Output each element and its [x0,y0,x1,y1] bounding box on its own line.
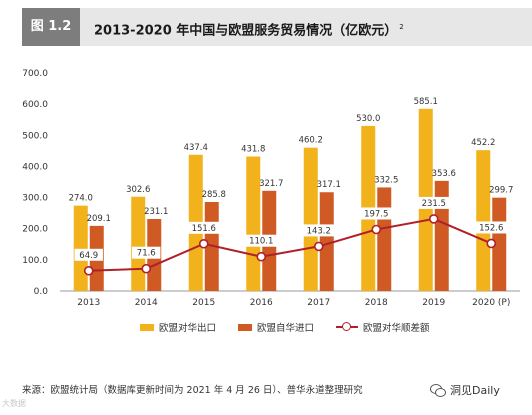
bar-import [319,192,334,291]
legend-swatch-export [140,323,154,331]
x-tick-label: 2019 [422,298,445,308]
point-surplus [83,265,94,276]
bar-export [246,156,261,291]
bar-export [476,150,491,291]
x-tick-label: 2015 [192,298,215,308]
data-label-export: 452.2 [471,138,495,148]
data-label-import: 332.5 [374,175,398,185]
figure-header: 图 1.2 2013-2020 年中国与欧盟服务贸易情况（亿欧元） 2 [22,8,532,46]
data-label-export: 530.0 [356,114,380,124]
data-label-import: 299.7 [489,186,513,196]
point-surplus [256,251,267,262]
data-label-export: 437.4 [184,143,208,153]
y-tick-label: 0.0 [34,287,49,297]
legend-swatch-surplus [336,322,359,332]
point-surplus [486,238,497,249]
figure-badge: 图 1.2 [22,8,80,46]
wechat-icon [430,383,446,397]
title-footnote-mark: 2 [399,23,404,31]
legend-item-import: 欧盟自华进口 [238,320,314,334]
data-label-surplus: 151.6 [192,224,216,234]
data-label-bg-surplus [244,234,279,247]
data-label-surplus: 64.9 [79,251,98,261]
legend-label-surplus: 欧盟对华顺差额 [363,323,430,334]
data-label-import: 321.7 [259,179,283,189]
y-tick-label: 200.0 [22,225,48,235]
data-label-import: 209.1 [87,214,111,224]
point-surplus [313,241,324,252]
watermark-text: 大数据 [2,399,26,408]
data-label-surplus: 71.6 [137,249,156,259]
data-label-import: 285.8 [202,190,226,200]
x-tick-label: 2016 [250,298,273,308]
data-label-bg-surplus [416,196,451,209]
chart-canvas: 0.0 100.0 200.0 300.0 400.0 500.0 600.0 700.0 27… [22,69,520,308]
legend-label-import: 欧盟自华进口 [257,323,315,334]
data-label-export: 274.0 [69,194,93,204]
chart-legend: 欧盟对华出口 欧盟自华进口 欧盟对华顺差额 [140,320,430,334]
x-tick-label: 2017 [307,298,330,308]
data-label-surplus: 197.5 [364,209,388,219]
point-surplus [428,214,439,224]
bar-import [492,197,507,291]
data-label-bg-surplus [132,246,161,259]
y-tick-label: 400.0 [22,162,48,172]
chart-title-text: 2013-2020 年中国与欧盟服务贸易情况（亿欧元） [94,23,398,39]
data-label-export: 431.8 [241,145,265,155]
bar-export [303,147,318,291]
x-tick-label: 2013 [77,298,100,308]
data-label-surplus: 143.2 [307,226,331,236]
account-tag: 洞见Daily [430,382,500,398]
legend-label-export: 欧盟对华出口 [159,323,217,334]
legend-swatch-import [238,323,253,331]
legend-item-surplus: 欧盟对华顺差额 [336,320,430,334]
point-surplus [371,224,382,235]
data-label-surplus: 231.5 [422,199,446,209]
data-label-bg-surplus [359,207,394,220]
data-label-bg-surplus [186,221,221,234]
y-tick-label: 300.0 [22,194,48,204]
data-label-bg-surplus [74,248,103,261]
x-tick-label: 2020 (P) [472,298,510,308]
point-surplus [141,263,152,274]
data-label-bg-surplus [301,224,336,237]
data-label-export: 460.2 [299,136,323,146]
y-tick-label: 500.0 [22,131,48,141]
chart-title: 2013-2020 年中国与欧盟服务贸易情况（亿欧元） 2 [94,8,404,50]
bar-import [377,187,392,291]
data-label-bg-surplus [474,221,509,234]
line-surplus [88,217,492,272]
data-label-import: 317.1 [317,180,341,190]
x-tick-label: 2018 [365,298,388,308]
y-tick-label: 700.0 [22,69,48,79]
y-tick-label: 100.0 [22,256,48,266]
data-label-surplus: 152.6 [479,223,503,233]
data-label-import: 231.1 [144,207,168,217]
account-name: 洞见Daily [450,384,500,397]
legend-item-export: 欧盟对华出口 [140,320,216,334]
data-label-import: 353.6 [432,169,456,179]
data-label-export: 585.1 [414,97,438,107]
y-tick-label: 600.0 [22,100,48,110]
point-surplus [198,238,209,249]
source-note: 来源：欧盟统计局（数据库更新时间为 2021 年 4 月 26 日）、普华永道整… [22,385,363,396]
data-label-surplus: 110.1 [249,237,273,247]
data-label-export: 302.6 [126,185,150,195]
x-tick-label: 2014 [135,298,158,308]
